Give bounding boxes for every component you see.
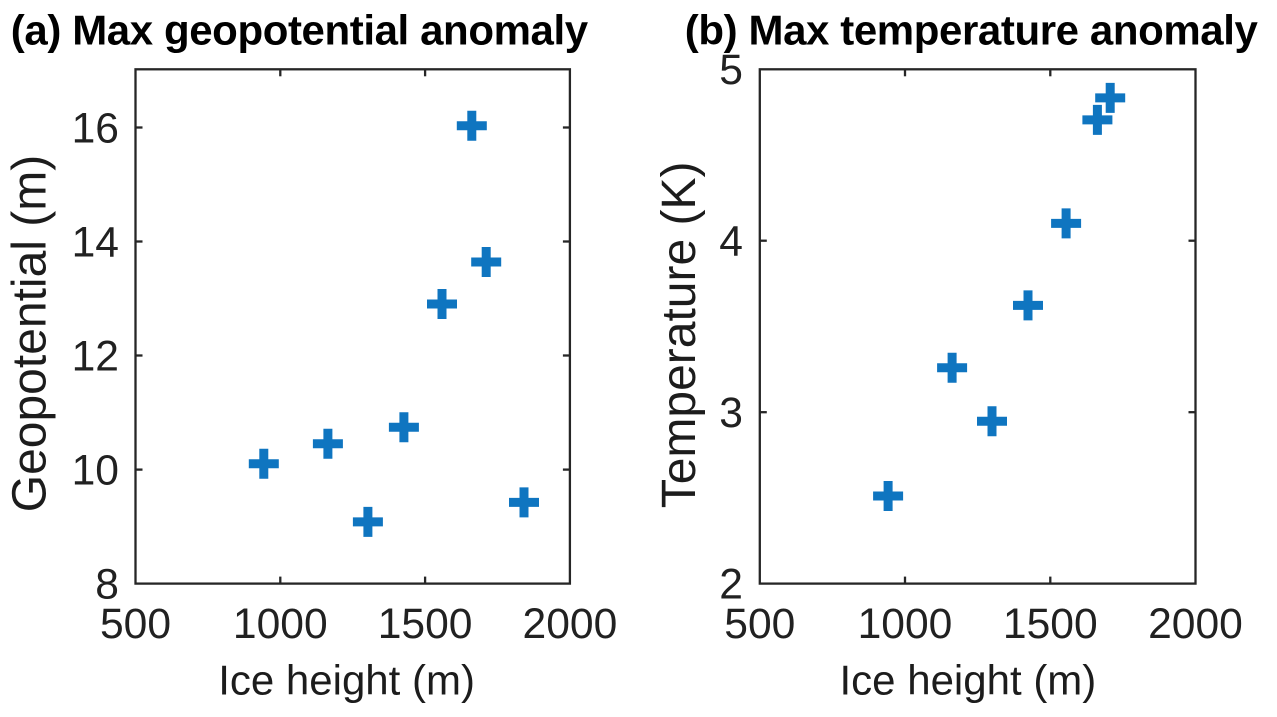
svg-text:8: 8 — [95, 560, 119, 608]
svg-text:2000: 2000 — [1148, 600, 1243, 648]
svg-text:1500: 1500 — [1003, 600, 1098, 648]
svg-text:14: 14 — [72, 218, 119, 266]
svg-text:Ice height (m): Ice height (m) — [218, 657, 475, 704]
svg-text:5: 5 — [719, 46, 743, 94]
svg-text:2: 2 — [719, 560, 743, 608]
svg-text:Temperature (K): Temperature (K) — [653, 162, 706, 509]
svg-text:1500: 1500 — [378, 600, 473, 648]
svg-text:500: 500 — [100, 600, 171, 648]
svg-text:3: 3 — [719, 389, 743, 437]
svg-text:10: 10 — [72, 446, 119, 494]
svg-text:12: 12 — [72, 332, 119, 380]
svg-text:1000: 1000 — [233, 600, 328, 648]
svg-text:16: 16 — [72, 104, 119, 152]
svg-text:(a) Max geopotential anomaly: (a) Max geopotential anomaly — [11, 6, 589, 53]
svg-text:Ice height (m): Ice height (m) — [840, 657, 1097, 704]
svg-text:1000: 1000 — [858, 600, 953, 648]
svg-text:4: 4 — [719, 218, 743, 266]
svg-text:2000: 2000 — [523, 600, 618, 648]
svg-text:500: 500 — [724, 600, 795, 648]
svg-text:(b) Max temperature anomaly: (b) Max temperature anomaly — [685, 6, 1259, 53]
svg-text:Geopotential (m): Geopotential (m) — [4, 155, 57, 513]
